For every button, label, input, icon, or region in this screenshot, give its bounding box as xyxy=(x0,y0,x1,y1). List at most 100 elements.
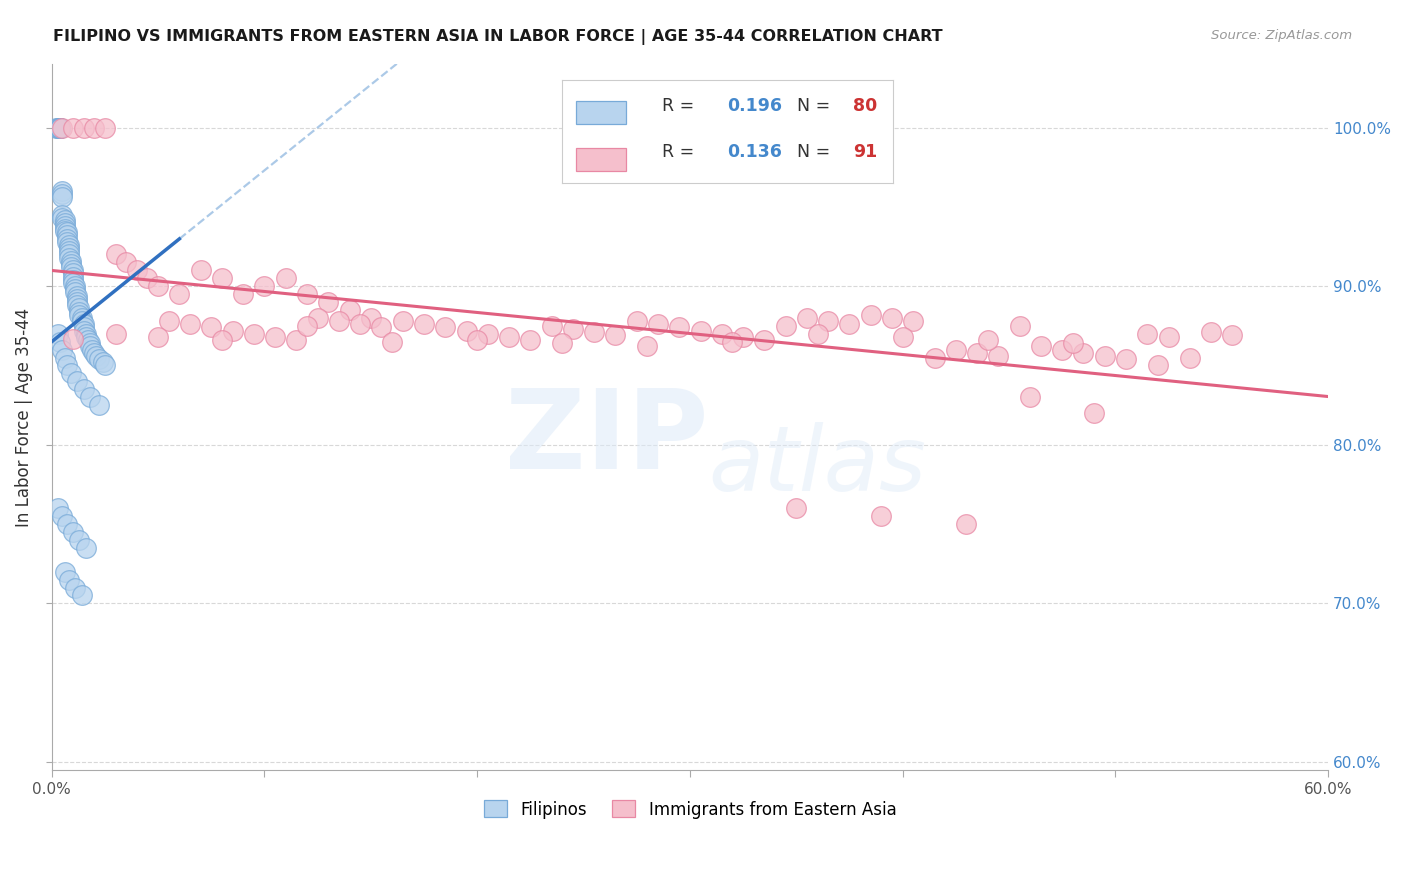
Point xyxy=(73,317,96,331)
Point xyxy=(891,330,914,344)
Point xyxy=(243,326,266,341)
Point xyxy=(49,120,72,135)
Point xyxy=(53,219,76,233)
Point xyxy=(146,279,169,293)
Point xyxy=(870,509,893,524)
Point xyxy=(1157,330,1180,344)
Point xyxy=(62,120,84,135)
Point xyxy=(58,573,80,587)
Point xyxy=(67,304,90,318)
Point xyxy=(45,120,67,135)
Point xyxy=(51,343,73,357)
Point xyxy=(211,333,233,347)
Point xyxy=(70,310,93,325)
Point xyxy=(465,333,488,347)
Point xyxy=(689,324,711,338)
Point xyxy=(540,318,562,333)
Point xyxy=(51,184,73,198)
Point xyxy=(58,251,80,265)
Point xyxy=(328,314,350,328)
Point xyxy=(87,398,110,412)
Point xyxy=(1062,336,1084,351)
Point xyxy=(274,271,297,285)
Point xyxy=(51,120,73,135)
Point xyxy=(456,324,478,338)
Point xyxy=(66,288,89,302)
Point xyxy=(49,120,72,135)
Point xyxy=(53,216,76,230)
Point xyxy=(754,333,776,347)
Point xyxy=(63,581,86,595)
Point xyxy=(94,359,117,373)
Point xyxy=(49,334,72,349)
Point xyxy=(94,120,117,135)
Point xyxy=(1115,352,1137,367)
Point xyxy=(136,271,159,285)
Point xyxy=(295,318,318,333)
Point xyxy=(647,317,669,331)
Point xyxy=(63,279,86,293)
Point xyxy=(125,263,148,277)
Point xyxy=(55,235,77,249)
Point xyxy=(817,314,839,328)
FancyBboxPatch shape xyxy=(575,101,627,124)
Point xyxy=(381,334,404,349)
Point xyxy=(73,120,96,135)
Point xyxy=(79,390,101,404)
Point xyxy=(70,589,93,603)
Point xyxy=(104,247,127,261)
Point xyxy=(551,336,574,351)
Text: N =: N = xyxy=(797,143,830,161)
Point xyxy=(115,255,138,269)
Point xyxy=(519,333,541,347)
Point xyxy=(82,343,104,357)
Point xyxy=(53,222,76,236)
Point xyxy=(62,331,84,345)
Point xyxy=(626,314,648,328)
Point xyxy=(51,190,73,204)
Point xyxy=(146,330,169,344)
Point xyxy=(360,310,382,325)
Text: Source: ZipAtlas.com: Source: ZipAtlas.com xyxy=(1212,29,1353,42)
Point xyxy=(53,212,76,227)
Point xyxy=(63,282,86,296)
Point xyxy=(79,339,101,353)
Point xyxy=(253,279,276,293)
Point xyxy=(1178,351,1201,365)
Point xyxy=(316,295,339,310)
Point xyxy=(91,355,114,369)
Text: 0.196: 0.196 xyxy=(728,97,783,115)
Point xyxy=(55,359,77,373)
Point xyxy=(945,343,967,357)
Point xyxy=(55,231,77,245)
Point xyxy=(561,322,583,336)
Point xyxy=(53,224,76,238)
Point xyxy=(434,320,457,334)
Point xyxy=(51,187,73,202)
Point xyxy=(295,287,318,301)
Point xyxy=(1199,325,1222,339)
Point xyxy=(83,345,105,359)
Point xyxy=(859,308,882,322)
Point xyxy=(46,120,69,135)
Point xyxy=(285,333,308,347)
Point xyxy=(1050,343,1073,357)
Point xyxy=(51,509,73,524)
Point xyxy=(710,326,733,341)
Point xyxy=(55,517,77,532)
Text: 91: 91 xyxy=(853,143,877,161)
Point xyxy=(58,241,80,255)
Point xyxy=(1094,349,1116,363)
Y-axis label: In Labor Force | Age 35-44: In Labor Force | Age 35-44 xyxy=(15,308,32,526)
Point xyxy=(391,314,413,328)
Point xyxy=(221,324,243,338)
Point xyxy=(1019,390,1042,404)
Point xyxy=(62,263,84,277)
Point xyxy=(605,328,627,343)
Point xyxy=(1083,406,1105,420)
Point xyxy=(53,565,76,579)
Point xyxy=(1073,345,1095,359)
Point xyxy=(67,308,90,322)
Point xyxy=(59,367,82,381)
FancyBboxPatch shape xyxy=(575,147,627,170)
